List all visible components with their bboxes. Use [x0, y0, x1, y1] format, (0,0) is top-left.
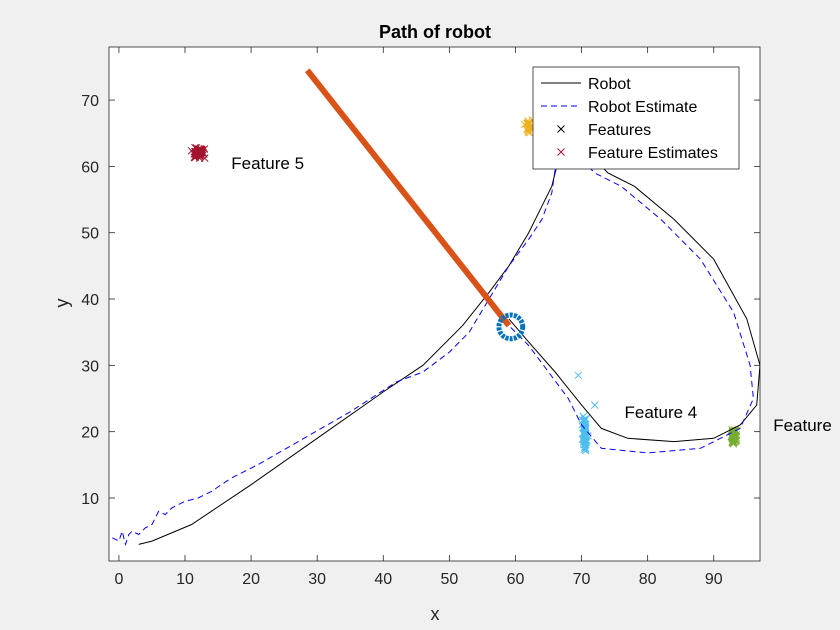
feature-estimate-marker [590, 401, 599, 409]
y-tick-label: 50 [81, 226, 99, 243]
heading-line [304, 68, 512, 328]
x-axis-label: x [431, 604, 440, 624]
feature-estimate-marker [728, 437, 737, 446]
x-tick-label: 50 [440, 571, 458, 588]
feature-estimate-marker [524, 117, 532, 125]
annotations: Feature 5 Feature 4 Feature [231, 154, 832, 435]
y-tick-label: 10 [81, 491, 99, 508]
feature-estimate-marker [580, 416, 589, 425]
y-tick-label: 60 [81, 159, 99, 176]
feature-label: Feature 4 [625, 403, 698, 422]
y-tick-label: 70 [81, 93, 99, 110]
y-tick-label: 30 [81, 358, 99, 375]
feature-estimate-marker [580, 415, 589, 423]
y-tick-label: 20 [81, 425, 99, 442]
feature-estimate-marker [524, 120, 532, 129]
y-tick-label: 40 [81, 292, 99, 309]
feature-estimate-marker [582, 437, 590, 446]
legend: Robot Robot Estimate Features Feature Estim… [532, 66, 740, 170]
x-tick-label: 70 [573, 571, 591, 588]
legend-entry-label: Feature Estimates [588, 145, 718, 162]
x-tick-label: 90 [705, 571, 723, 588]
x-tick-label: 0 [114, 571, 123, 588]
axes: 0 10 20 30 40 50 60 70 80 90 10 20 30 40 50 60 70 [81, 47, 760, 588]
legend-entry-label: Robot [588, 76, 631, 93]
x-tick-label: 80 [639, 571, 657, 588]
legend-entry-label: Features [588, 122, 651, 139]
plot-content [112, 68, 760, 547]
x-tick-label: 20 [242, 571, 260, 588]
feature-label: Feature 5 [231, 154, 304, 173]
legend-box [532, 66, 740, 170]
feature-estimate-marker [581, 429, 590, 438]
y-axis-label: y [52, 299, 72, 308]
feature-estimate-marker [728, 434, 737, 443]
feature-estimate-marker [581, 444, 590, 452]
feature-estimate-marker [574, 371, 583, 380]
legend-entry-label: Robot Estimate [588, 99, 697, 116]
x-tick-label: 10 [176, 571, 194, 588]
feature-estimate-marker [578, 429, 587, 438]
chart-title: Path of robot [379, 22, 491, 42]
x-tick-label: 30 [308, 571, 326, 588]
x-tick-label: 60 [507, 571, 525, 588]
legend-symbol-marker [557, 125, 565, 133]
feature-estimate-marker [200, 150, 208, 159]
robot-position-circle [496, 312, 526, 342]
feature-label: Feature [773, 416, 832, 435]
x-tick-label: 40 [374, 571, 392, 588]
feature-estimate-marker [581, 424, 590, 432]
legend-symbol-marker [557, 148, 565, 156]
